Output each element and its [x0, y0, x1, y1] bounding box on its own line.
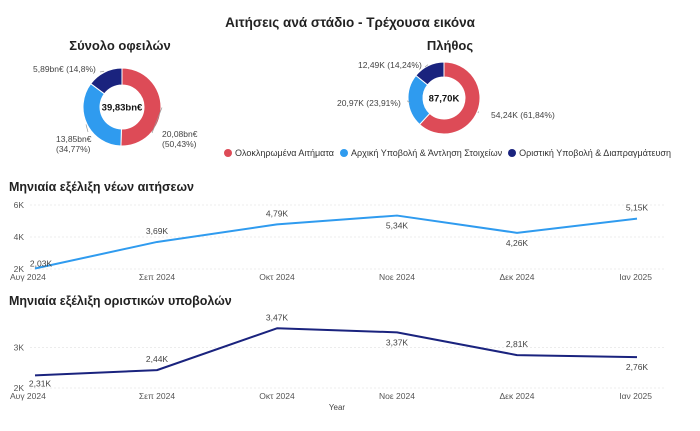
- new-applications-title: Μηνιαία εξέλιξη νέων αιτήσεων: [9, 180, 194, 194]
- y-tick-label: 4K: [14, 232, 25, 242]
- legend-label: Αρχική Υποβολή & Άντληση Στοιχείων: [351, 148, 503, 158]
- data-label: 2,31K: [29, 378, 52, 388]
- series-line: [34, 327, 638, 377]
- donut-slice: [415, 61, 445, 86]
- donut-leader-line: [406, 100, 411, 104]
- donut-leader-line: [85, 124, 89, 133]
- x-tick-label: Ιαν 2025: [619, 391, 652, 401]
- y-tick-label: 2K: [14, 264, 25, 274]
- donut-slice-label: 12,49K (14,24%): [358, 60, 422, 70]
- donut-leader-line: [424, 64, 429, 68]
- legend-dot-icon: [340, 149, 349, 157]
- x-tick-label: Νοε 2024: [379, 391, 415, 401]
- series-line: [34, 214, 638, 270]
- y-tick-label: 2K: [14, 383, 25, 393]
- data-label: 3,69K: [146, 226, 169, 236]
- donut-slice-label: (50,43%): [162, 139, 197, 149]
- x-tick-label: Ιαν 2025: [619, 272, 652, 282]
- legend-item-final[interactable]: Οριστική Υποβολή & Διαπραγμάτευση: [508, 148, 671, 158]
- donut-slice-label: 20,97K (23,91%): [337, 98, 401, 108]
- donut-slice: [120, 67, 162, 147]
- data-label: 4,26K: [506, 238, 529, 248]
- donut-count-title: Πλήθος: [426, 38, 474, 53]
- data-label: 3,37K: [386, 337, 409, 347]
- donut-leader-line: [99, 70, 105, 73]
- donut-total-debts-title: Σύνολο οφειλών: [69, 38, 171, 53]
- donut-slice-label: 54,24K (61,84%): [491, 110, 555, 120]
- page-title: Αιτήσεις ανά στάδιο - Τρέχουσα εικόνα: [225, 15, 475, 30]
- data-label: 2,81K: [506, 339, 529, 349]
- data-label: 2,76K: [626, 362, 649, 372]
- donut-slice: [418, 61, 481, 135]
- donut-leader-line: [151, 107, 163, 134]
- x-axis-title: Year: [329, 403, 346, 412]
- x-tick-label: Σεπ 2024: [139, 272, 175, 282]
- donut-slice-label: (34,77%): [56, 144, 91, 154]
- data-label: 4,79K: [266, 208, 289, 218]
- legend-label: Οριστική Υποβολή & Διαπραγμάτευση: [519, 148, 671, 158]
- data-label: 2,44K: [146, 354, 169, 364]
- legend-dot-icon: [224, 149, 232, 157]
- y-tick-label: 6K: [14, 200, 25, 210]
- x-tick-label: Οκτ 2024: [259, 272, 295, 282]
- y-tick-label: 3K: [14, 342, 25, 352]
- donut-hole: [101, 86, 143, 128]
- x-tick-label: Αυγ 2024: [10, 272, 46, 282]
- donut-center-label: 39,83bn€: [102, 103, 143, 114]
- donut-slice: [90, 67, 123, 95]
- legend-item-initial[interactable]: Αρχική Υποβολή & Άντληση Στοιχείων: [340, 148, 502, 158]
- x-tick-label: Οκτ 2024: [259, 391, 295, 401]
- legend-label: Ολοκληρωμένα Αιτήματα: [235, 148, 335, 158]
- final-submissions-title: Μηνιαία εξέλιξη οριστικών υποβολών: [9, 294, 232, 308]
- data-label: 2,03K: [30, 259, 53, 269]
- donut-slice-label: 13,85bn€: [56, 134, 92, 144]
- donut-slice-label: 5,89bn€ (14,8%): [33, 64, 96, 74]
- x-tick-label: Αυγ 2024: [10, 391, 46, 401]
- donut-hole: [424, 78, 464, 118]
- data-label: 3,47K: [266, 312, 289, 322]
- x-tick-label: Δεκ 2024: [500, 391, 535, 401]
- x-tick-label: Σεπ 2024: [139, 391, 175, 401]
- legend-item-completed[interactable]: Ολοκληρωμένα Αιτήματα: [224, 148, 334, 158]
- donut-legend: Ολοκληρωμένα Αιτήματα Αρχική Υποβολή & Ά…: [224, 148, 677, 158]
- x-tick-label: Νοε 2024: [379, 272, 415, 282]
- donut-center-label: 87,70K: [429, 94, 460, 105]
- data-label: 5,15K: [626, 203, 649, 213]
- legend-dot-icon: [508, 149, 517, 157]
- donut-slice-label: 20,08bn€: [162, 129, 198, 139]
- data-label: 5,34K: [386, 221, 409, 231]
- x-tick-label: Δεκ 2024: [500, 272, 535, 282]
